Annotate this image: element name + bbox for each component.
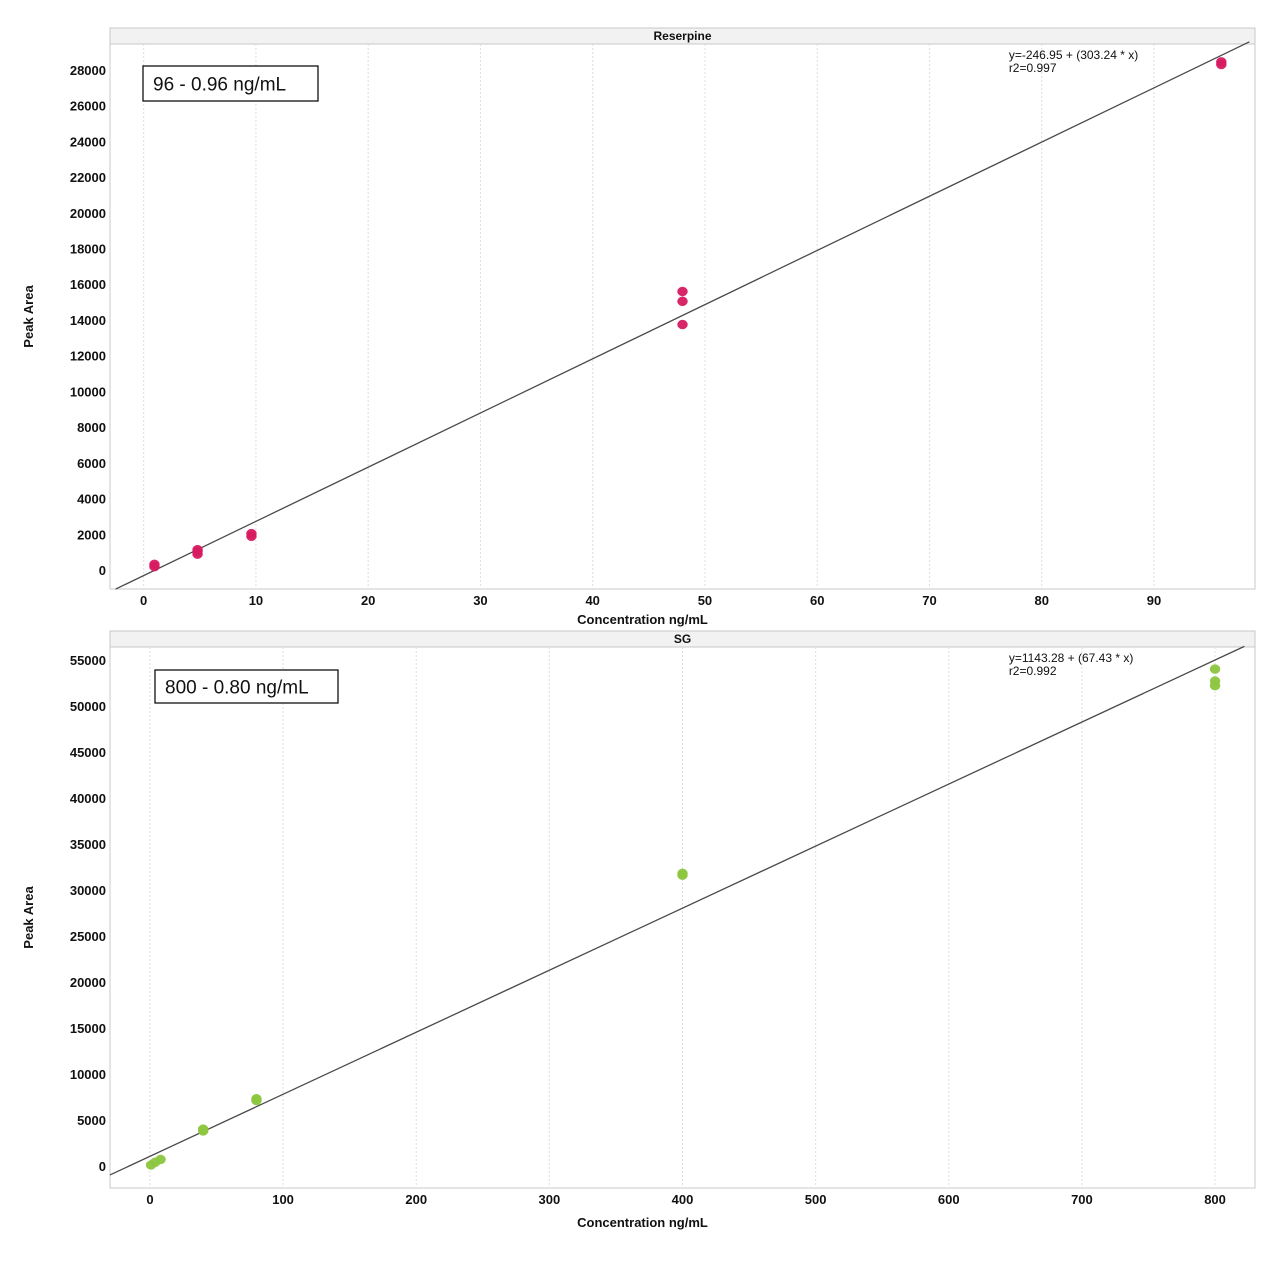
y-tick-label: 25000 — [70, 929, 106, 944]
y-tick-label: 40000 — [70, 791, 106, 806]
x-tick-label: 30 — [473, 593, 487, 608]
data-point — [677, 286, 688, 297]
plot-frame — [109, 27, 1256, 590]
equation-text: y=-246.95 + (303.24 * x) — [1009, 48, 1138, 62]
y-tick-label: 2000 — [77, 527, 106, 542]
y-tick-label: 26000 — [70, 99, 106, 114]
x-axis-title: Concentration ng/mL — [577, 1215, 708, 1230]
panel-title: Reserpine — [653, 29, 711, 43]
y-tick-label: 28000 — [70, 63, 106, 78]
y-tick-label: 0 — [99, 1159, 106, 1174]
y-tick-label: 12000 — [70, 349, 106, 364]
data-point — [1216, 57, 1227, 67]
r-squared-text: r2=0.992 — [1009, 664, 1057, 678]
data-point — [677, 296, 688, 307]
y-tick-label: 10000 — [70, 384, 106, 399]
chart-panel-1: Reserpine 0 10 20 30 40 50 60 70 80 90 0 2000 4000 600… — [21, 27, 1256, 627]
data-point — [1209, 676, 1221, 686]
y-tick-label: 18000 — [70, 241, 106, 256]
y-tick-label: 15000 — [70, 1021, 106, 1036]
x-tick-label: 0 — [140, 593, 147, 608]
y-tick-label: 5000 — [77, 1113, 106, 1128]
y-tick-label: 55000 — [70, 653, 106, 668]
y-tick-label: 8000 — [77, 420, 106, 435]
data-point — [155, 1154, 166, 1165]
r-squared-text: r2=0.997 — [1009, 61, 1057, 75]
y-tick-label: 20000 — [70, 975, 106, 990]
x-tick-label: 400 — [672, 1192, 694, 1207]
range-label: 96 - 0.96 ng/mL — [153, 75, 286, 96]
range-label-box — [142, 65, 319, 102]
y-tick-label: 14000 — [70, 313, 106, 328]
data-point — [1209, 664, 1221, 674]
x-tick-label: 80 — [1034, 593, 1048, 608]
y-tick-label: 10000 — [70, 1067, 106, 1082]
panel-header — [109, 27, 1256, 45]
x-tick-label: 70 — [922, 593, 936, 608]
x-tick-label: 500 — [805, 1192, 827, 1207]
x-tick-label: 200 — [405, 1192, 427, 1207]
x-tick-label: 0 — [146, 1192, 153, 1207]
x-tick-label: 60 — [810, 593, 824, 608]
range-label-box — [154, 669, 339, 704]
x-tick-label: 800 — [1204, 1192, 1226, 1207]
y-tick-label: 4000 — [77, 492, 106, 507]
x-tick-label: 20 — [361, 593, 375, 608]
x-tick-label: 90 — [1147, 593, 1161, 608]
x-tick-label: 40 — [585, 593, 599, 608]
x-tick-label: 10 — [249, 593, 263, 608]
y-tick-label: 22000 — [70, 170, 106, 185]
data-point — [192, 544, 203, 555]
data-point — [197, 1124, 209, 1134]
chart-panel-2: SG 0 100 200 300 400 500 600 700 800 0 5000 10000 150… — [21, 630, 1256, 1230]
y-tick-label: 45000 — [70, 745, 106, 760]
y-tick-label: 0 — [99, 563, 106, 578]
x-tick-label: 600 — [938, 1192, 960, 1207]
y-tick-label: 20000 — [70, 206, 106, 221]
data-point — [149, 559, 160, 570]
data-point — [677, 868, 688, 879]
y-axis-title: Peak Area — [21, 285, 36, 348]
panel-title: SG — [674, 632, 691, 646]
x-tick-label: 50 — [698, 593, 712, 608]
regression-line — [109, 645, 1245, 1176]
data-point — [677, 319, 688, 330]
equation-text: y=1143.28 + (67.43 * x) — [1009, 651, 1134, 665]
x-axis-title: Concentration ng/mL — [577, 612, 708, 627]
y-tick-label: 50000 — [70, 699, 106, 714]
x-tick-label: 300 — [539, 1192, 561, 1207]
y-tick-label: 30000 — [70, 883, 106, 898]
y-tick-label: 16000 — [70, 277, 106, 292]
y-tick-label: 6000 — [77, 456, 106, 471]
range-label: 800 - 0.80 ng/mL — [165, 678, 309, 699]
x-tick-label: 100 — [272, 1192, 294, 1207]
regression-line — [115, 41, 1250, 590]
data-point — [246, 528, 257, 539]
x-tick-label: 700 — [1071, 1192, 1093, 1207]
y-axis-title: Peak Area — [21, 886, 36, 949]
y-tick-label: 35000 — [70, 837, 106, 852]
y-tick-label: 24000 — [70, 134, 106, 149]
data-point — [251, 1094, 262, 1104]
